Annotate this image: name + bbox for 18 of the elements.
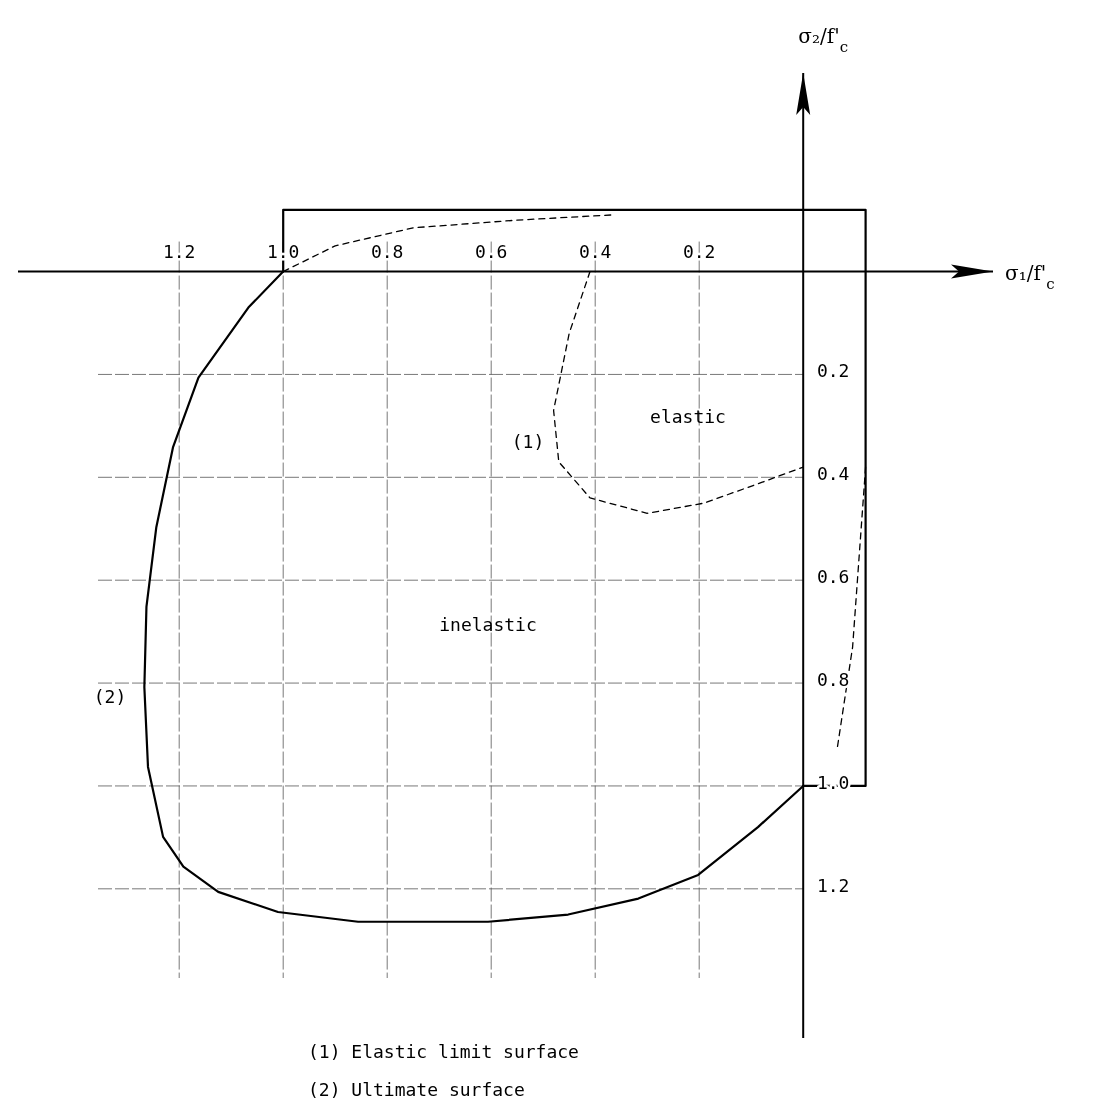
x-tick-label: 0.2 [682,240,716,262]
y-tick-label: 0.2 [816,360,850,382]
x-tick-label: 0.4 [578,240,612,262]
y-axis-title: σ₂/f'$_{c}$ [798,24,849,56]
text: (1) Elastic limit surface [308,1041,579,1062]
y-tick-label: 0.6 [816,566,850,588]
annotation: inelastic [439,614,537,635]
x-tick-label: 0.6 [474,240,508,262]
text: (2) Ultimate surface [308,1079,525,1100]
x-tick-label: 0.8 [370,240,404,262]
y-tick-label: 1.2 [816,874,850,896]
x-axis-title: σ₁/f'$_{c}$ [1005,260,1055,293]
annotation: (1) [511,431,545,452]
y-tick-label: 0.8 [816,669,850,691]
annotation: (2) [93,686,127,707]
annotation: elastic [650,406,726,427]
x-tick-label: 1.2 [162,240,196,262]
y-tick-label: 0.4 [816,463,850,485]
